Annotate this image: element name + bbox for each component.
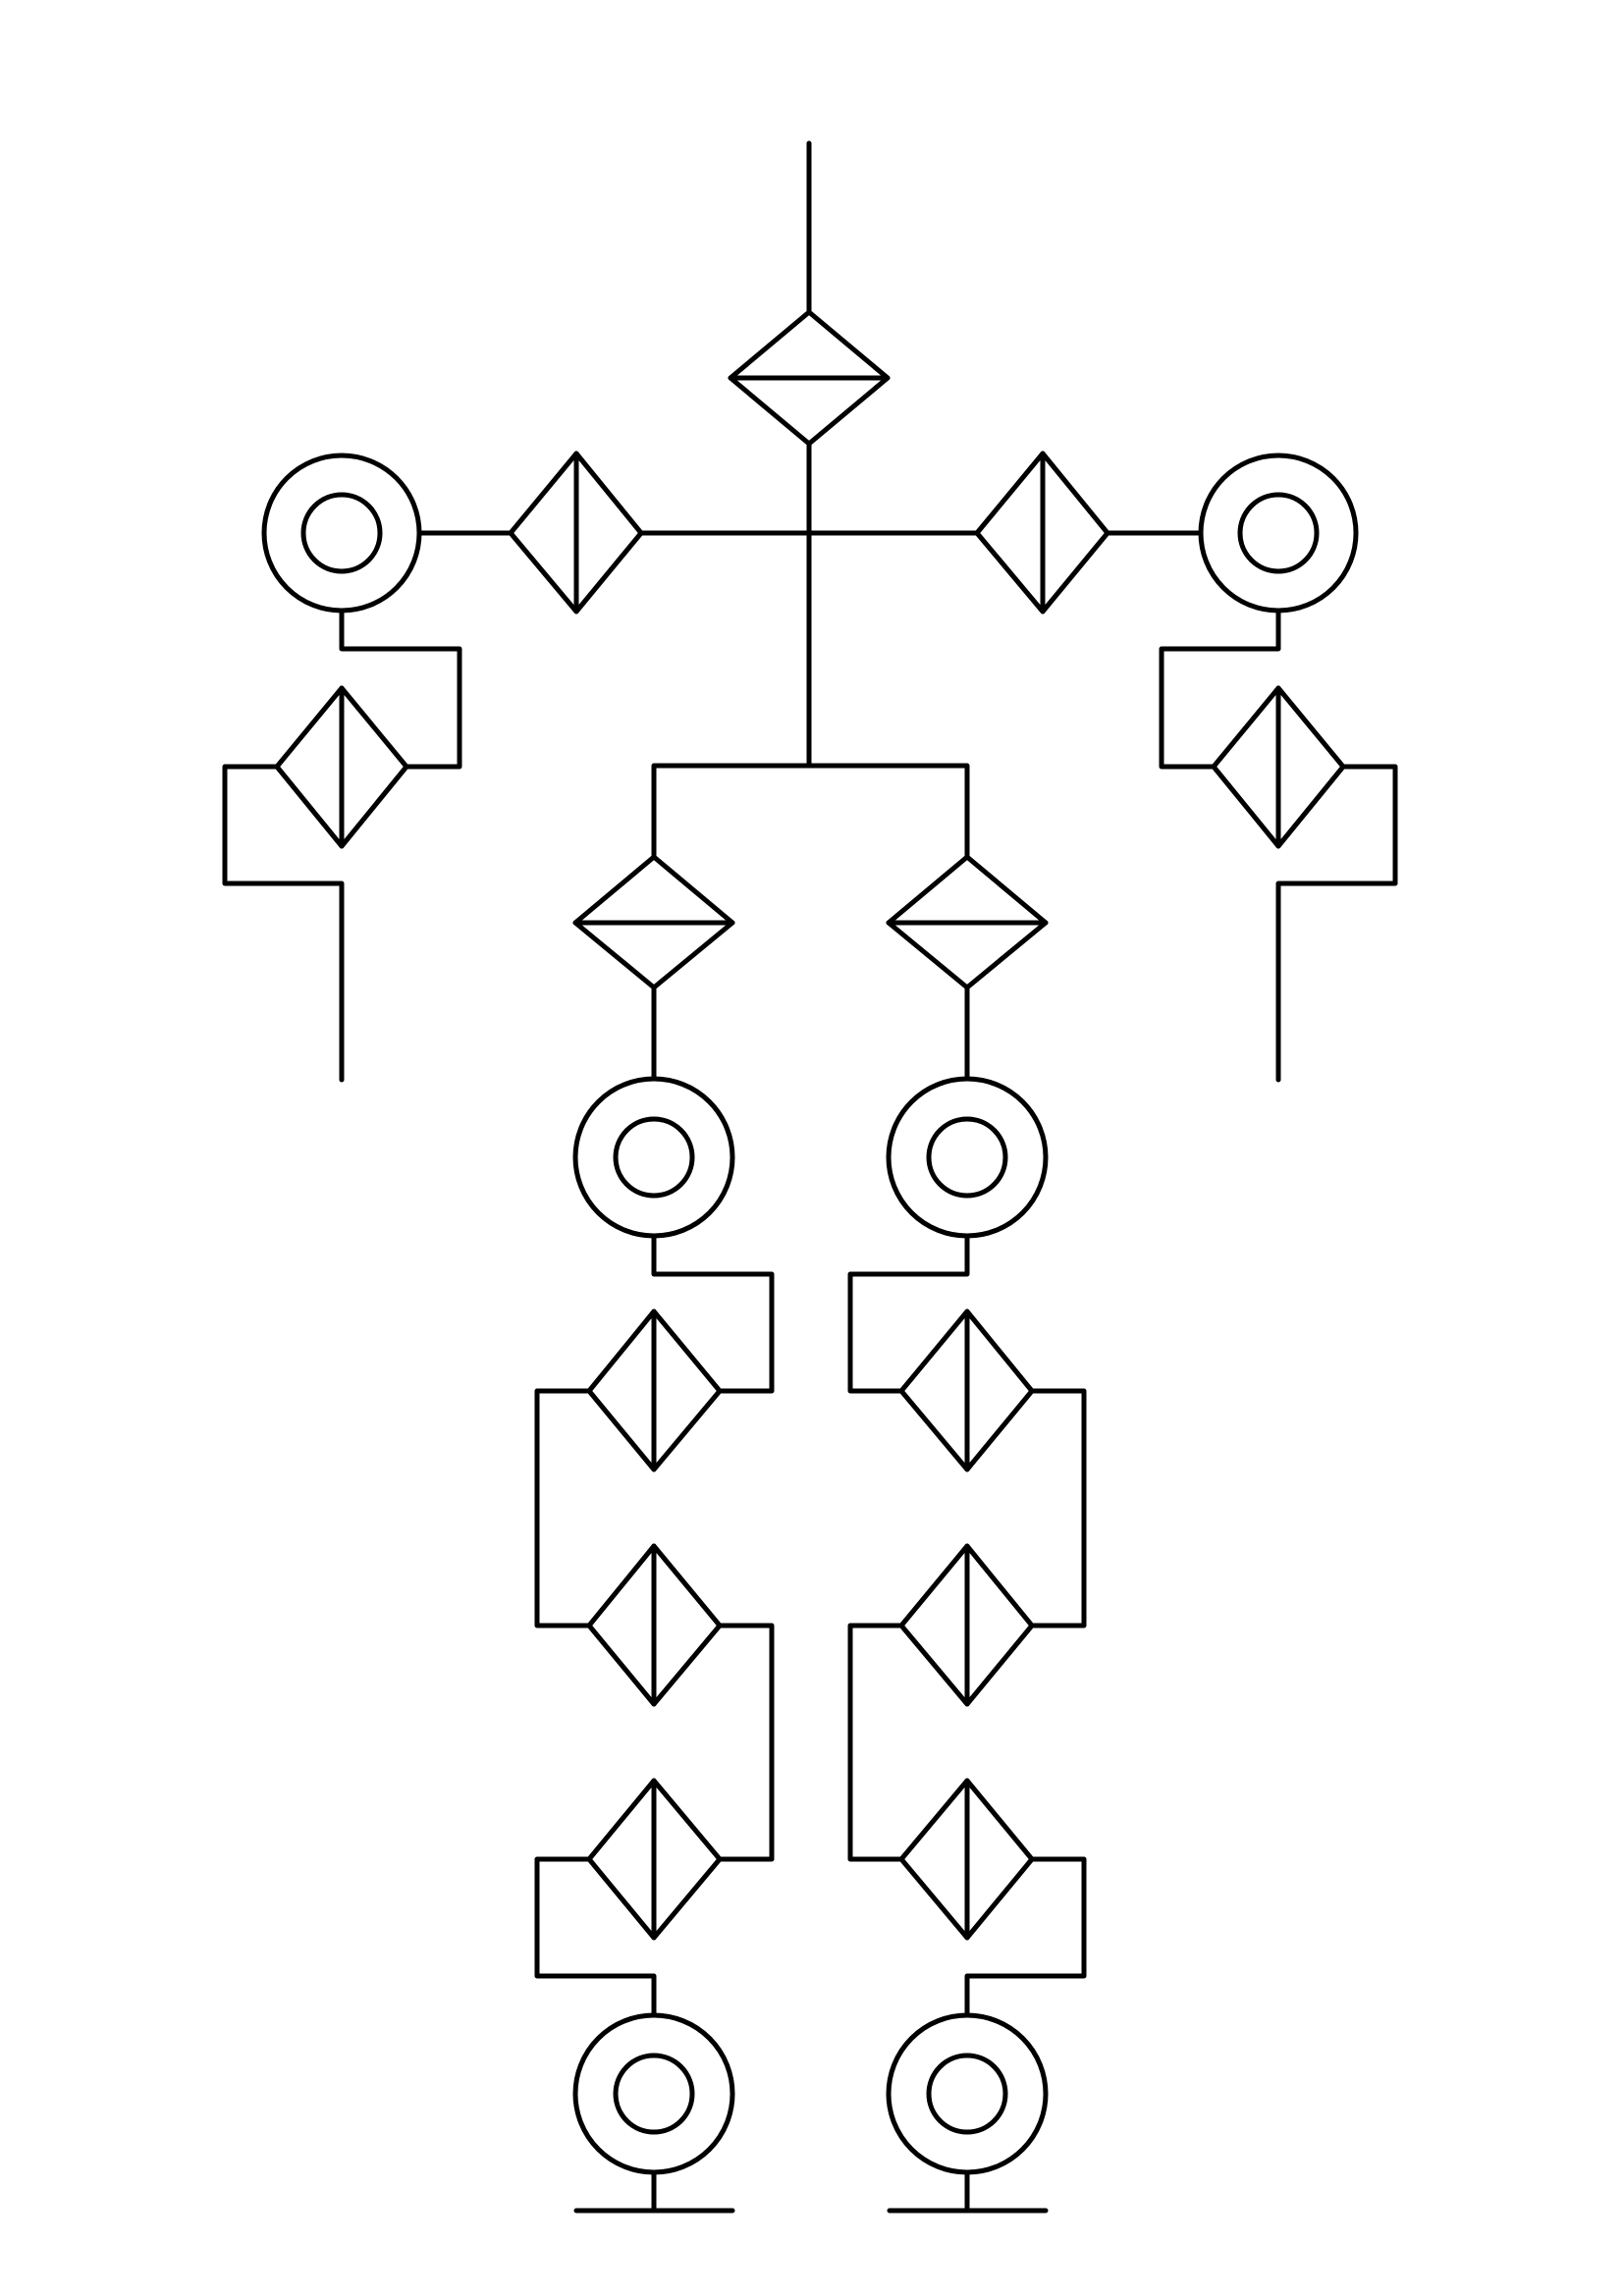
left-leg-joint-diamond-2 — [586, 1543, 723, 1707]
left-leg-joint-diamond-1 — [586, 1308, 723, 1472]
right-arm-connector — [1159, 608, 1281, 770]
left-shoulder-joint-diamond — [508, 451, 644, 614]
right-hip-joint-diamond — [886, 854, 1049, 990]
right-elbow-joint-diamond — [1211, 685, 1346, 849]
right-leg-connector-1 — [847, 1233, 970, 1394]
left-leg-connector-2 — [534, 1388, 592, 1629]
right-leg-joint-diamond-3 — [898, 1778, 1035, 1941]
left-forearm-line — [222, 764, 345, 1083]
left-hip-joint-diamond — [572, 854, 735, 990]
left-leg-connector-1 — [651, 1233, 775, 1394]
left-shoulder-link-circle — [261, 453, 422, 614]
left-leg-joint-diamond-3 — [586, 1778, 723, 1941]
right-shoulder-link-circle — [1198, 453, 1359, 614]
left-leg-connector-4 — [534, 1856, 657, 2018]
right-knee-link-circle — [886, 1076, 1049, 1239]
left-arm-connector — [339, 608, 462, 770]
left-knee-link-circle — [572, 1076, 735, 1239]
right-forearm-line — [1275, 764, 1398, 1083]
left-elbow-joint-diamond — [274, 685, 409, 849]
right-foot-link-circle — [886, 2012, 1049, 2175]
right-leg-joint-diamond-2 — [898, 1543, 1035, 1707]
neck-joint-diamond — [728, 309, 891, 447]
right-leg-connector-2 — [1029, 1388, 1087, 1629]
left-leg-connector-3 — [717, 1623, 775, 1862]
right-leg-connector-3 — [847, 1623, 904, 1862]
hip-bar — [651, 763, 970, 860]
right-shoulder-joint-diamond — [974, 451, 1110, 614]
left-foot-link-circle — [572, 2012, 735, 2175]
right-leg-connector-4 — [964, 1856, 1087, 2018]
right-leg-joint-diamond-1 — [898, 1308, 1035, 1472]
